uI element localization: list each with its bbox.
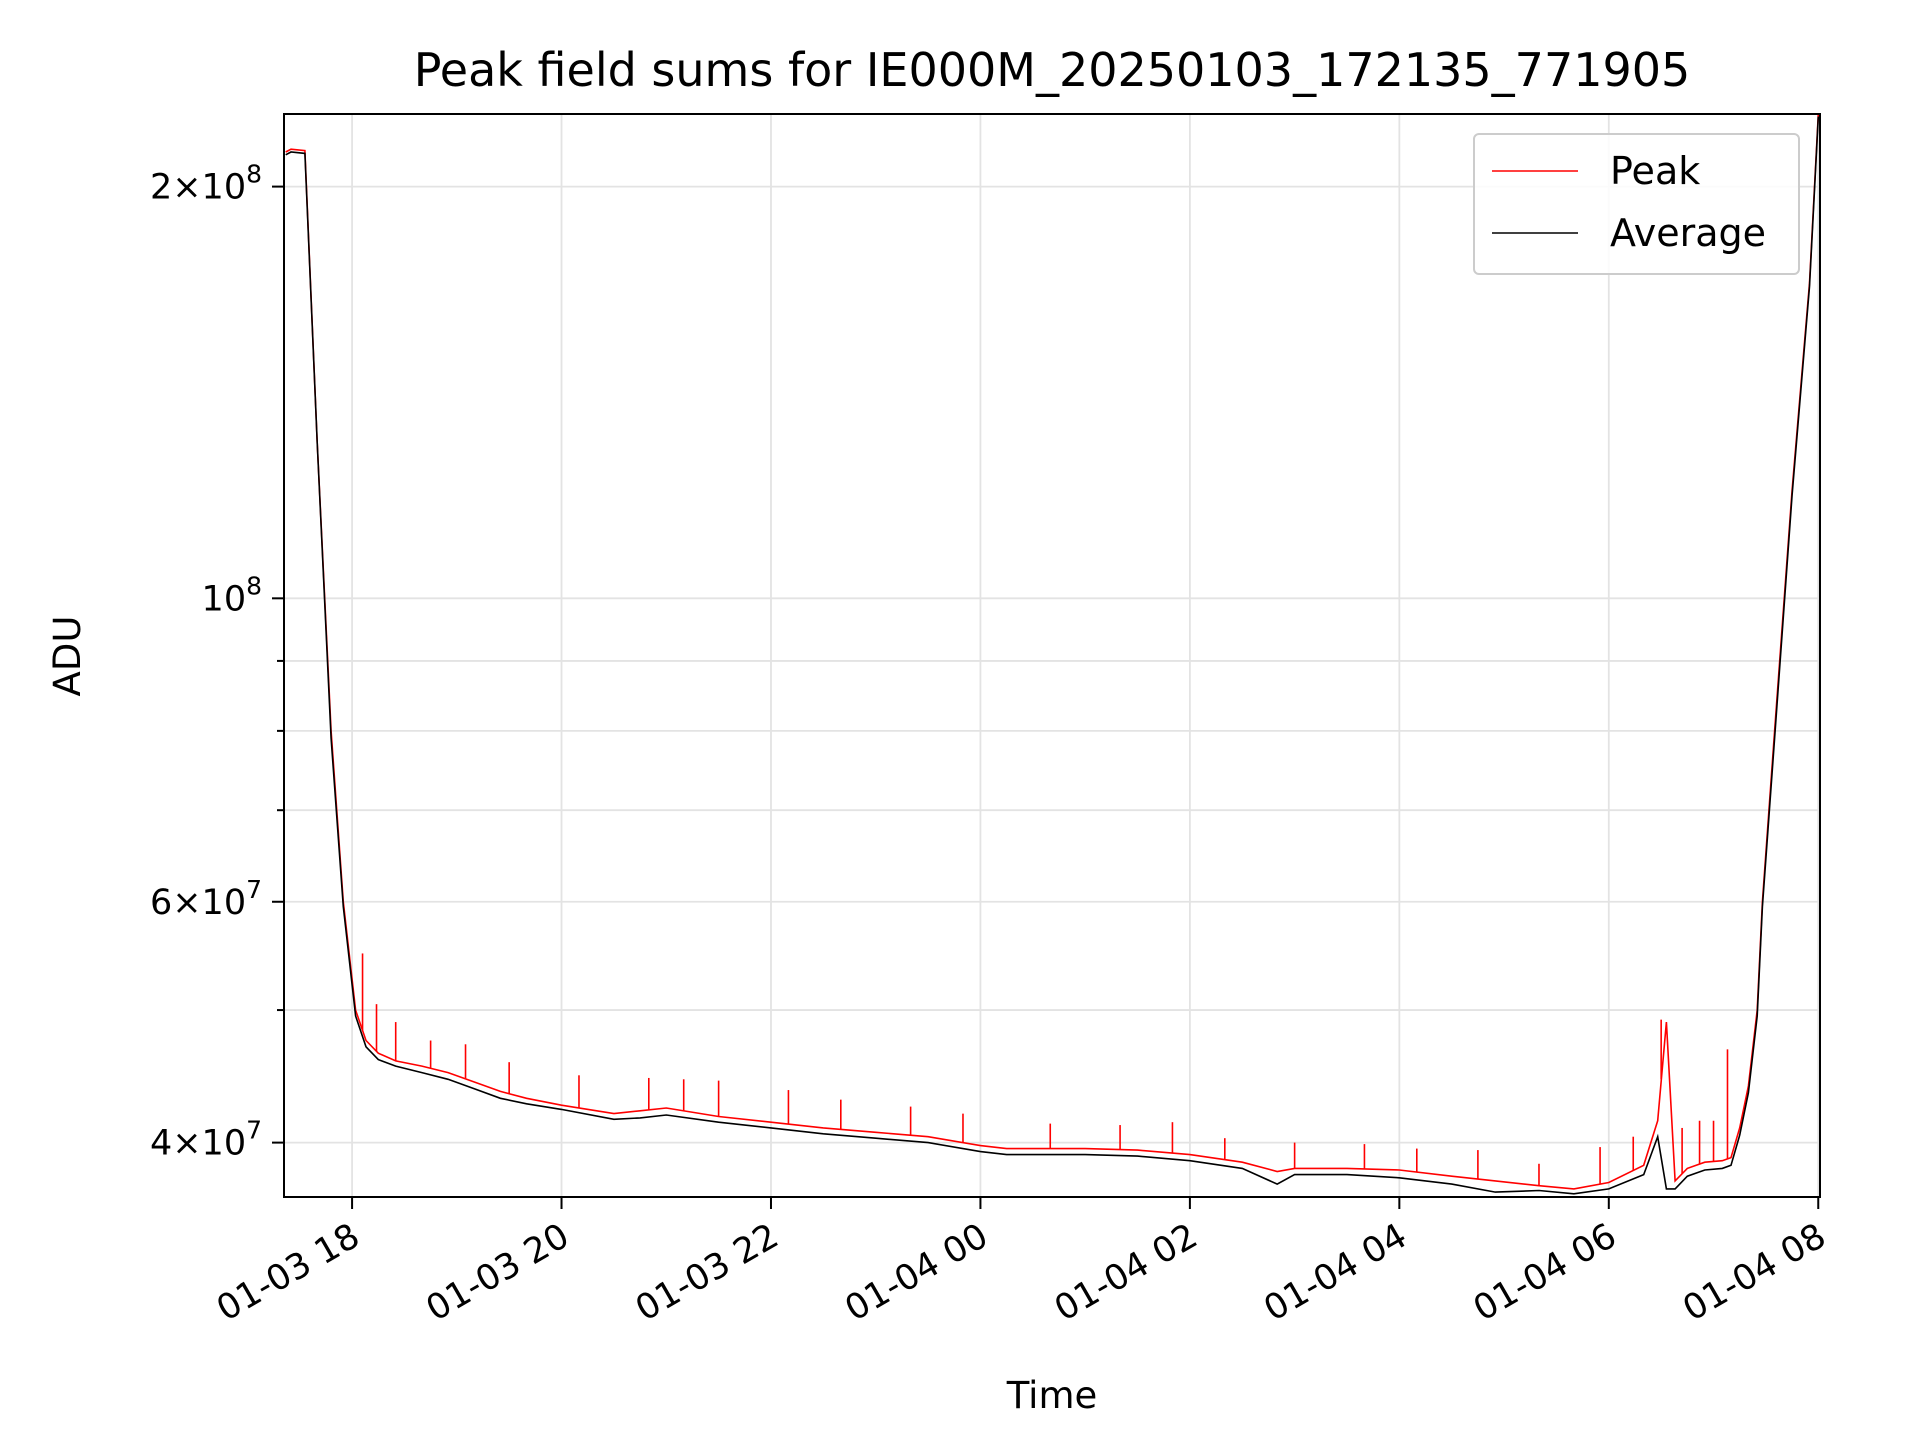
y-tick-mantissa: 2×10 <box>150 168 246 208</box>
y-tick-mantissa: 4×10 <box>150 1124 246 1164</box>
x-tick-label: 01-04 00 <box>839 1216 995 1329</box>
x-axis-label: Time <box>1006 1374 1098 1417</box>
grid-layer <box>284 114 1820 1197</box>
legend: Peak Average <box>1473 133 1800 275</box>
y-tick-exponent: 8 <box>246 571 262 600</box>
chart-title: Peak field sums for IE000M_20250103_1721… <box>414 43 1691 97</box>
x-tick-label: 01-04 06 <box>1467 1216 1623 1329</box>
series-line-average <box>285 116 1820 1195</box>
legend-label-peak: Peak <box>1610 149 1700 193</box>
y-tick-exponent: 7 <box>246 1116 262 1145</box>
y-tick-label: 6×107 <box>150 875 262 923</box>
y-tick-label: 108 <box>202 571 262 619</box>
y-tick-label: 2×108 <box>150 160 262 208</box>
y-tick-mantissa: 6×10 <box>150 883 246 923</box>
y-tick-label: 4×107 <box>150 1116 262 1164</box>
y-tick-exponent: 8 <box>246 160 262 189</box>
legend-label-average: Average <box>1610 211 1766 255</box>
x-tick-label: 01-04 02 <box>1048 1216 1204 1329</box>
tick-layer: 01-03 18 01-03 20 01-03 22 01-04 00 01-04 02… <box>150 160 1833 1330</box>
x-tick-label: 01-03 18 <box>210 1216 366 1329</box>
y-tick-mantissa: 10 <box>202 579 247 619</box>
series-line-peak <box>285 113 1820 1190</box>
y-tick-exponent: 7 <box>246 875 262 904</box>
x-tick-label: 01-03 22 <box>629 1216 785 1329</box>
x-tick-label: 01-03 20 <box>420 1216 576 1329</box>
plot-frame <box>283 113 1821 1198</box>
x-tick-label: 01-04 04 <box>1258 1216 1414 1329</box>
legend-box <box>1473 133 1800 275</box>
x-tick-label: 01-04 08 <box>1676 1216 1832 1329</box>
peak-spikes <box>361 953 1729 1186</box>
y-axis-label: ADU <box>46 616 89 697</box>
